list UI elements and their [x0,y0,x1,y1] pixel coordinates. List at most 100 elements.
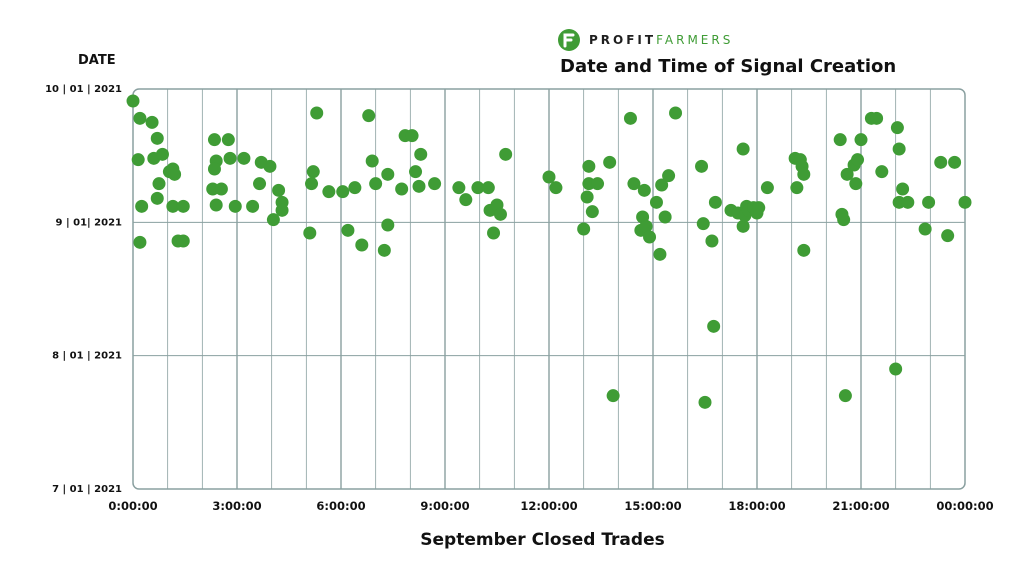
data-point [875,165,889,179]
data-point [133,111,147,125]
x-tick-label: 18:00:00 [728,499,785,513]
data-point [918,222,932,236]
logo-icon [558,29,580,51]
logo-text-profit: PROFIT [589,33,657,47]
data-point [209,198,223,212]
data-point [585,205,599,219]
data-point [322,185,336,199]
data-point [166,199,180,213]
data-point [150,131,164,145]
data-point [409,165,423,179]
data-point [221,133,235,147]
data-point [493,207,507,221]
data-point [889,362,903,376]
x-tick-label: 12:00:00 [520,499,577,513]
data-point [655,178,669,192]
data-point [266,213,280,227]
data-point [901,195,915,209]
data-point [797,243,811,257]
x-tick-label: 15:00:00 [624,499,681,513]
data-point [214,182,228,196]
data-point [452,181,466,195]
data-point [708,195,722,209]
chart-title: Date and Time of Signal Creation [560,56,897,77]
data-point [549,181,563,195]
data-point [896,182,910,196]
y-tick-label: 9 | 01| 2021 [56,217,122,228]
data-point [135,199,149,213]
data-point [591,177,605,191]
data-point [348,181,362,195]
data-point [133,235,147,249]
data-point [246,199,260,213]
data-point [627,177,641,191]
data-point [369,177,383,191]
data-point [131,153,145,167]
x-tick-label: 3:00:00 [212,499,261,513]
logo-text-farmers: FARMERS [656,33,734,47]
data-point [155,147,169,161]
data-point [150,191,164,205]
data-point [922,195,936,209]
x-axis-label: September Closed Trades [420,530,665,550]
data-point [336,185,350,199]
grid [132,88,966,490]
data-point [310,106,324,120]
data-point [395,182,409,196]
data-point [849,177,863,191]
data-point [736,219,750,233]
data-point [790,181,804,195]
data-point [405,129,419,143]
data-point [582,159,596,173]
x-tick-label: 0:00:00 [108,499,157,513]
x-tick-label: 9:00:00 [420,499,469,513]
data-point [870,111,884,125]
data-point [487,226,501,240]
data-point [223,151,237,165]
data-point [126,94,140,108]
data-point [833,133,847,147]
data-point [542,170,556,184]
data-point [263,159,277,173]
data-point [471,181,485,195]
data-point [499,147,513,161]
data-point [637,183,651,197]
profitfarmers-logo: PROFIT FARMERS [557,28,733,52]
data-point [695,159,709,173]
data-point [176,199,190,213]
y-ticks: 10 | 01 | 2021 9 | 01| 2021 8 | 01 | 2021 7… [45,84,122,495]
data-point [707,319,721,333]
data-point [851,153,865,167]
data-point [414,147,428,161]
data-point [840,167,854,181]
data-point [736,142,750,156]
data-point [152,177,166,191]
data-point [580,190,594,204]
data-point [934,155,948,169]
data-point [145,115,159,129]
data-point [412,179,426,193]
data-point [377,243,391,257]
data-point [890,121,904,135]
data-point [459,193,473,207]
data-point [639,219,653,233]
data-point [381,218,395,232]
data-point [603,155,617,169]
data-point [623,111,637,125]
x-tick-label: 21:00:00 [832,499,889,513]
data-point [649,195,663,209]
data-point [698,395,712,409]
data-point [207,133,221,147]
data-point [228,199,242,213]
data-point [696,217,710,231]
data-point [837,213,851,227]
data-point [207,162,221,176]
data-point [797,167,811,181]
data-point [705,234,719,248]
data-point [176,234,190,248]
data-point [168,167,182,181]
data-point [237,151,251,165]
data-point [365,154,379,168]
data-point [892,142,906,156]
